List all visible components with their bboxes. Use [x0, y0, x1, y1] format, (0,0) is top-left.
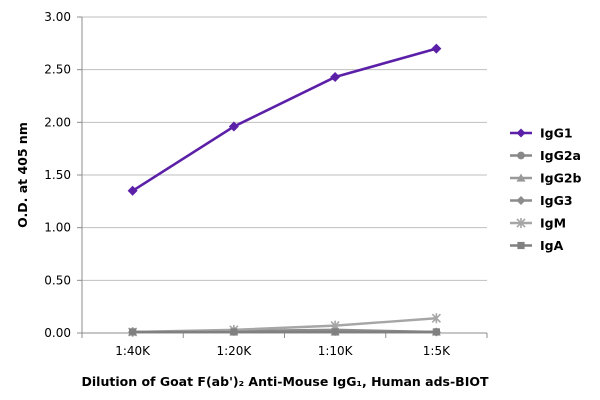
data-point — [129, 328, 137, 336]
legend-item-igg2b[interactable]: IgG2b — [510, 171, 582, 186]
axes — [77, 16, 488, 338]
y-tick-label: 0.00 — [44, 326, 71, 340]
legend-label: IgG1 — [540, 126, 573, 141]
x-tick-label: 1:20K — [216, 344, 252, 358]
legend-label: IgG2b — [540, 171, 582, 186]
legend-item-igg1[interactable]: IgG1 — [510, 126, 573, 141]
series-iga — [129, 328, 440, 336]
data-point — [431, 43, 442, 54]
data-point — [230, 328, 238, 336]
x-axis-title: Dilution of Goat F(ab')₂ Anti-Mouse IgG₁… — [82, 374, 489, 389]
legend-marker — [516, 218, 526, 228]
data-point — [432, 328, 440, 336]
legend-marker — [517, 151, 525, 160]
legend-marker — [516, 196, 526, 205]
series-igg1 — [127, 43, 442, 196]
legend-marker — [517, 241, 525, 250]
y-axis-title: O.D. at 405 nm — [15, 122, 30, 228]
x-tick-label: 1:10K — [318, 344, 354, 358]
data-point — [330, 72, 341, 83]
x-tick-labels: 1:40K 1:20K 1:10K 1:5K — [115, 344, 451, 358]
data-point — [228, 121, 239, 132]
data-point — [127, 185, 138, 196]
legend-marker — [516, 128, 526, 138]
y-tick-label: 1.50 — [44, 168, 71, 182]
x-tick-label: 1:5K — [423, 344, 451, 358]
series-line — [131, 47, 438, 193]
legend-label: IgA — [540, 238, 564, 253]
y-tick-label: 3.00 — [44, 10, 71, 24]
legend-label: IgG3 — [540, 193, 573, 208]
data-point — [331, 328, 339, 336]
legend-item-igg3[interactable]: IgG3 — [510, 193, 573, 208]
y-tick-label: 2.50 — [44, 63, 71, 77]
legend-label: IgG2a — [540, 148, 581, 163]
legend-marker — [516, 173, 526, 182]
y-tick-label: 1.00 — [44, 221, 71, 235]
legend-item-iga[interactable]: IgA — [510, 238, 564, 253]
legend-item-igg2a[interactable]: IgG2a — [510, 148, 581, 163]
x-tick-label: 1:40K — [115, 344, 151, 358]
y-tick-labels: 0.00 0.50 1.00 1.50 2.00 2.50 3.00 — [44, 10, 71, 340]
gridlines — [82, 16, 487, 281]
y-tick-label: 0.50 — [44, 273, 71, 287]
y-tick-label: 2.00 — [44, 115, 71, 129]
legend[interactable]: IgG1 IgG2a IgG2b IgG3 IgM IgA — [510, 126, 582, 254]
data-point — [431, 313, 441, 324]
legend-item-igm[interactable]: IgM — [510, 216, 566, 231]
series-lines — [127, 43, 442, 337]
legend-label: IgM — [540, 216, 566, 231]
